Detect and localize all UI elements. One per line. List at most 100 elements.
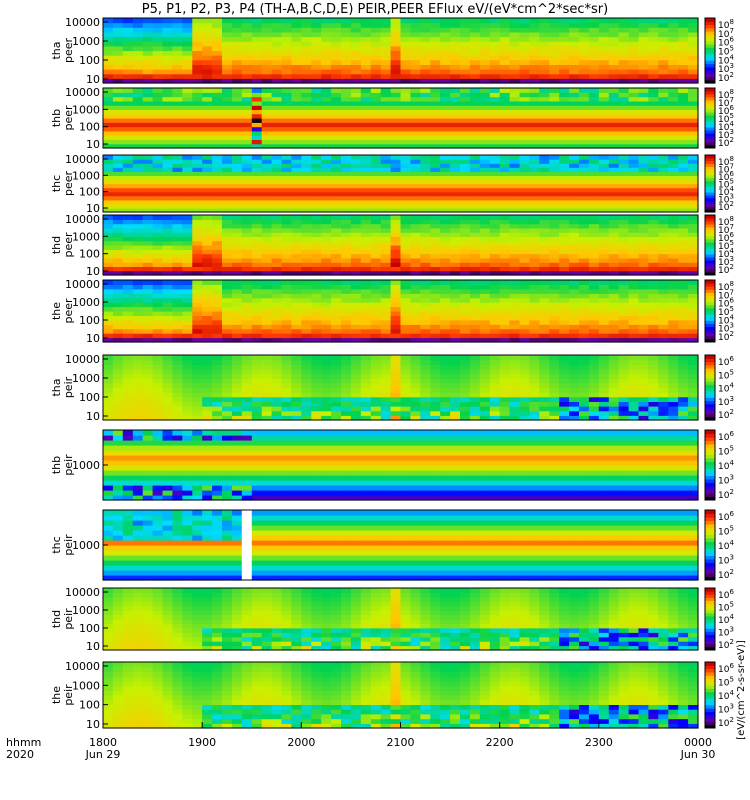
heatmap-cell — [400, 302, 411, 308]
heatmap-cell — [370, 387, 382, 393]
heatmap-cell — [638, 139, 649, 145]
heatmap-cell — [489, 59, 501, 65]
heatmap-cell — [569, 69, 580, 75]
heatmap-cell — [390, 223, 402, 229]
heatmap-cell — [658, 262, 669, 267]
heatmap-cell — [479, 337, 491, 343]
heatmap-cell — [271, 406, 283, 412]
heatmap-cell — [271, 135, 283, 140]
heatmap-cell — [658, 50, 669, 56]
heatmap-cell — [608, 253, 620, 259]
heatmap-cell — [529, 69, 540, 75]
heatmap-cell — [658, 183, 669, 189]
colorbar-segment — [705, 206, 715, 210]
heatmap-cell — [172, 328, 183, 334]
heatmap-cell — [618, 315, 630, 321]
heatmap-cell — [341, 257, 352, 263]
heatmap-cell — [112, 36, 124, 42]
heatmap-cell — [588, 297, 600, 303]
heatmap-cell — [420, 175, 431, 181]
heatmap-cell — [152, 319, 164, 325]
heatmap-cell — [231, 249, 243, 255]
heatmap-cell — [142, 207, 154, 213]
heatmap-cell — [608, 96, 620, 102]
heatmap-cell — [450, 130, 461, 136]
heatmap-cell — [122, 126, 134, 132]
heatmap-cell — [608, 245, 620, 250]
heatmap-cell — [430, 396, 441, 402]
heatmap-cell — [281, 96, 292, 102]
heatmap-cell — [499, 203, 511, 209]
heatmap-cell — [489, 266, 501, 272]
heatmap-cell — [231, 64, 243, 70]
heatmap-cell — [172, 270, 183, 276]
heatmap-cell — [648, 64, 659, 70]
heatmap-cell — [291, 293, 302, 299]
heatmap-cell — [251, 171, 263, 176]
heatmap-cell — [331, 249, 342, 255]
heatmap-cell — [648, 171, 659, 176]
heatmap-cell — [251, 183, 263, 189]
heatmap-cell — [152, 22, 164, 28]
heatmap-cell — [321, 227, 332, 233]
heatmap-cell — [271, 41, 283, 47]
heatmap-cell — [658, 284, 669, 290]
heatmap-cell — [182, 118, 193, 123]
heatmap-cell — [291, 171, 302, 176]
heatmap-cell — [172, 88, 183, 93]
heatmap-cell — [331, 163, 342, 168]
heatmap-cell — [341, 378, 352, 384]
heatmap-cell — [430, 88, 441, 93]
heatmap-cell — [241, 253, 253, 259]
heatmap-cell — [331, 288, 342, 294]
heatmap-cell — [400, 187, 411, 193]
heatmap-cell — [469, 31, 481, 38]
heatmap-cell — [241, 175, 253, 181]
heatmap-cell — [430, 130, 441, 136]
heatmap-cell — [648, 92, 659, 98]
heatmap-cell — [281, 324, 292, 330]
heatmap-cell — [311, 22, 322, 28]
heatmap-cell — [598, 109, 610, 115]
heatmap-cell — [579, 337, 590, 343]
heatmap-cell — [390, 45, 402, 52]
heatmap-cell — [350, 64, 362, 70]
heatmap-cell — [222, 122, 233, 128]
heatmap-cell — [261, 280, 273, 285]
heatmap-cell — [549, 199, 560, 205]
heatmap-cell — [231, 257, 243, 263]
heatmap-cell — [311, 364, 322, 370]
heatmap-cell — [519, 337, 530, 343]
heatmap-cell — [519, 382, 530, 389]
heatmap-cell — [539, 69, 550, 75]
heatmap-cell — [648, 36, 659, 42]
heatmap-cell — [469, 18, 481, 24]
heatmap-cell — [410, 171, 421, 176]
heatmap-cell — [489, 396, 501, 402]
heatmap-cell — [559, 236, 570, 242]
heatmap-cell — [549, 232, 560, 237]
heatmap-cell — [360, 135, 372, 140]
colorbar-segment — [705, 18, 715, 22]
heatmap-cell — [469, 266, 481, 272]
heatmap-cell — [608, 105, 620, 110]
heatmap-cell — [688, 50, 699, 56]
heatmap-cell — [460, 155, 471, 160]
heatmap-cell — [658, 203, 669, 209]
heatmap-cell — [598, 59, 610, 65]
heatmap-cell — [678, 130, 689, 136]
heatmap-cell — [479, 113, 491, 119]
heatmap-cell — [311, 232, 322, 237]
heatmap-cell — [231, 45, 243, 52]
heatmap-cell — [549, 183, 560, 189]
heatmap-cell — [588, 22, 600, 28]
heatmap-cell — [103, 387, 114, 393]
heatmap-cell — [271, 415, 283, 421]
heatmap-cell — [648, 266, 659, 272]
heatmap-cell — [271, 245, 283, 250]
heatmap-cell — [430, 113, 441, 119]
heatmap-cell — [241, 262, 253, 267]
colorbar-segment — [705, 50, 715, 55]
heatmap-cell — [231, 130, 243, 136]
heatmap-cell — [628, 284, 640, 290]
